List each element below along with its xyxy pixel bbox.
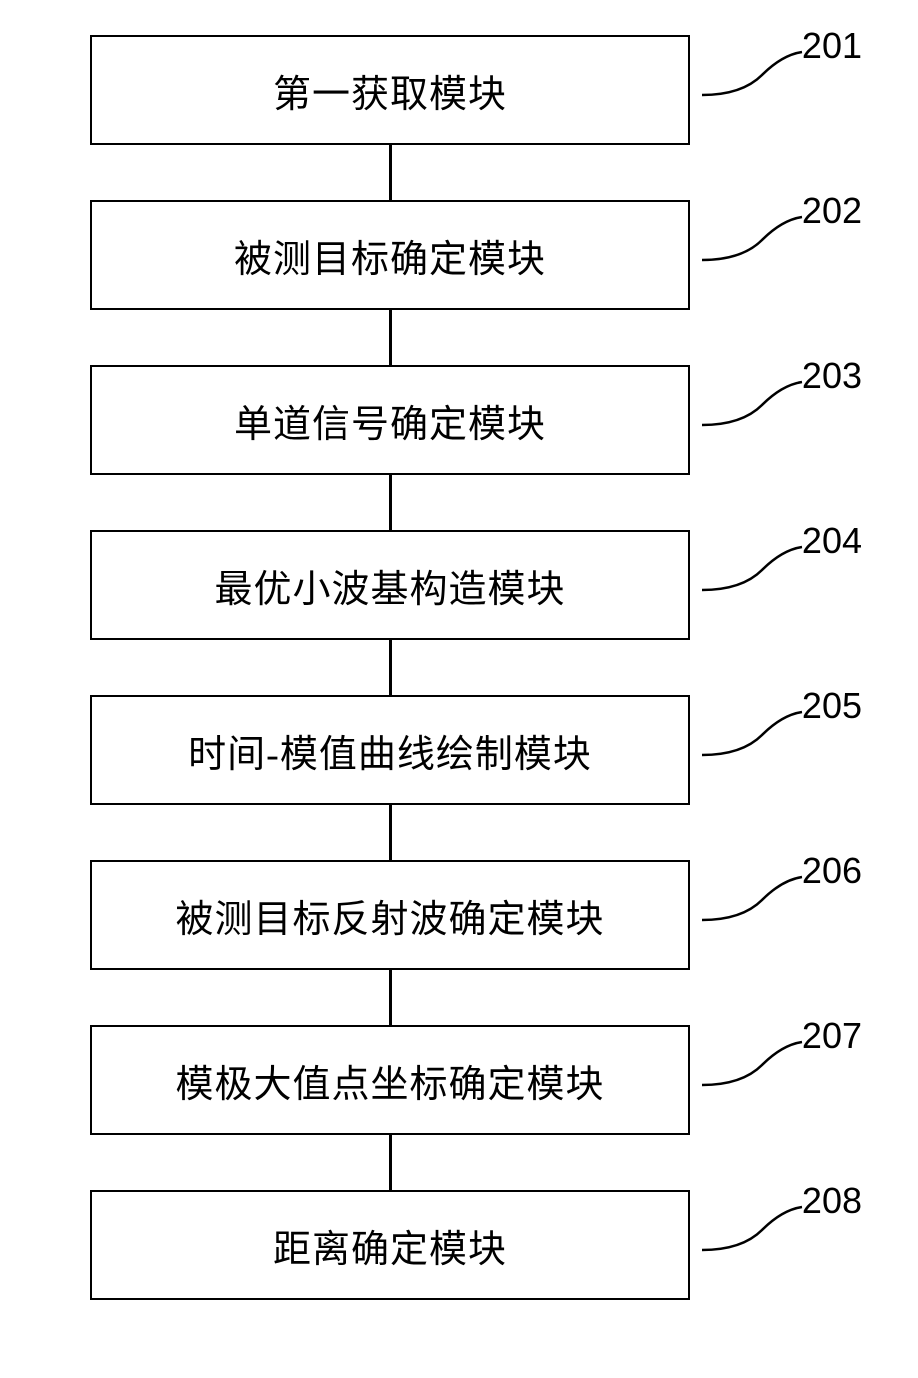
- flowchart-node: 最优小波基构造模块 204: [90, 530, 690, 640]
- callout-curve-icon: [697, 707, 807, 767]
- node-label: 被测目标反射波确定模块: [175, 888, 604, 943]
- callout-curve-icon: [697, 377, 807, 437]
- node-number: 204: [802, 520, 862, 562]
- node-number: 201: [802, 25, 862, 67]
- node-number: 203: [802, 355, 862, 397]
- callout-curve-icon: [697, 872, 807, 932]
- node-number: 207: [802, 1015, 862, 1057]
- flowchart-node: 被测目标确定模块 202: [90, 200, 690, 310]
- node-label: 单道信号确定模块: [234, 393, 546, 448]
- node-number: 208: [802, 1180, 862, 1222]
- node-label: 距离确定模块: [273, 1218, 507, 1273]
- node-number-callout: 203: [692, 367, 852, 477]
- node-number: 202: [802, 190, 862, 232]
- node-number-callout: 202: [692, 202, 852, 312]
- node-number-callout: 205: [692, 697, 852, 807]
- flowchart-node: 被测目标反射波确定模块 206: [90, 860, 690, 970]
- node-label: 最优小波基构造模块: [214, 558, 565, 613]
- callout-curve-icon: [697, 542, 807, 602]
- callout-curve-icon: [697, 47, 807, 107]
- flowchart-node: 模极大值点坐标确定模块 207: [90, 1025, 690, 1135]
- node-number: 206: [802, 850, 862, 892]
- flowchart-connector: [389, 970, 392, 1025]
- flowchart-connector: [389, 310, 392, 365]
- callout-curve-icon: [697, 1202, 807, 1262]
- flowchart-connector: [389, 640, 392, 695]
- node-number-callout: 208: [692, 1192, 852, 1302]
- node-number-callout: 207: [692, 1027, 852, 1137]
- flowchart-connector: [389, 475, 392, 530]
- flowchart-node: 时间-模值曲线绘制模块 205: [90, 695, 690, 805]
- node-label: 第一获取模块: [273, 63, 507, 118]
- flowchart-connector: [389, 1135, 392, 1190]
- node-number-callout: 201: [692, 37, 852, 147]
- node-label: 被测目标确定模块: [234, 228, 546, 283]
- flowchart-diagram: 第一获取模块 201 被测目标确定模块 202 单道信号确定模块 203 最优小…: [90, 35, 830, 1300]
- flowchart-node: 第一获取模块 201: [90, 35, 690, 145]
- node-number-callout: 206: [692, 862, 852, 972]
- callout-curve-icon: [697, 1037, 807, 1097]
- flowchart-connector: [389, 805, 392, 860]
- node-label: 模极大值点坐标确定模块: [175, 1053, 604, 1108]
- callout-curve-icon: [697, 212, 807, 272]
- flowchart-connector: [389, 145, 392, 200]
- node-number: 205: [802, 685, 862, 727]
- flowchart-node: 单道信号确定模块 203: [90, 365, 690, 475]
- node-label: 时间-模值曲线绘制模块: [188, 723, 592, 778]
- node-number-callout: 204: [692, 532, 852, 642]
- flowchart-node: 距离确定模块 208: [90, 1190, 690, 1300]
